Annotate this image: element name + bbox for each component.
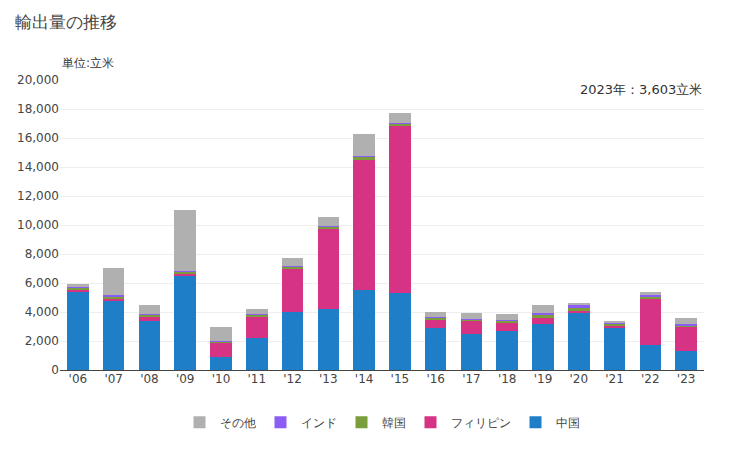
svg-text:20,000: 20,000	[17, 73, 59, 87]
svg-text:'23: '23	[677, 372, 696, 386]
svg-text:'08: '08	[140, 372, 159, 386]
svg-text:'22: '22	[641, 372, 660, 386]
svg-text:'21: '21	[605, 372, 624, 386]
svg-text:'10: '10	[212, 372, 231, 386]
svg-text:12,000: 12,000	[17, 189, 59, 203]
svg-text:2023年：3,603立米: 2023年：3,603立米	[580, 82, 702, 97]
svg-text:'19: '19	[534, 372, 553, 386]
svg-text:'16: '16	[426, 372, 445, 386]
svg-text:8,000: 8,000	[25, 247, 59, 261]
svg-text:'06: '06	[69, 372, 88, 386]
svg-text:'09: '09	[176, 372, 195, 386]
svg-text:0: 0	[51, 363, 59, 377]
svg-text:フィリピン: フィリピン	[451, 416, 511, 430]
svg-text:'18: '18	[498, 372, 517, 386]
svg-text:18,000: 18,000	[17, 102, 59, 116]
svg-text:4,000: 4,000	[25, 305, 59, 319]
svg-text:6,000: 6,000	[25, 276, 59, 290]
svg-text:その他: その他	[220, 416, 256, 430]
svg-text:'15: '15	[391, 372, 410, 386]
svg-text:16,000: 16,000	[17, 131, 59, 145]
svg-text:'12: '12	[283, 372, 302, 386]
svg-text:輸出量の推移: 輸出量の推移	[15, 12, 117, 32]
svg-text:14,000: 14,000	[17, 160, 59, 174]
svg-text:韓国: 韓国	[382, 416, 406, 430]
svg-text:'20: '20	[569, 372, 588, 386]
svg-text:'11: '11	[247, 372, 266, 386]
svg-text:'13: '13	[319, 372, 338, 386]
svg-text:中国: 中国	[556, 416, 580, 430]
svg-text:単位:立米: 単位:立米	[62, 56, 114, 70]
svg-text:10,000: 10,000	[17, 218, 59, 232]
svg-text:2,000: 2,000	[25, 334, 59, 348]
svg-text:'14: '14	[355, 372, 374, 386]
svg-text:'07: '07	[104, 372, 123, 386]
svg-text:インド: インド	[301, 416, 337, 430]
svg-text:'17: '17	[462, 372, 481, 386]
